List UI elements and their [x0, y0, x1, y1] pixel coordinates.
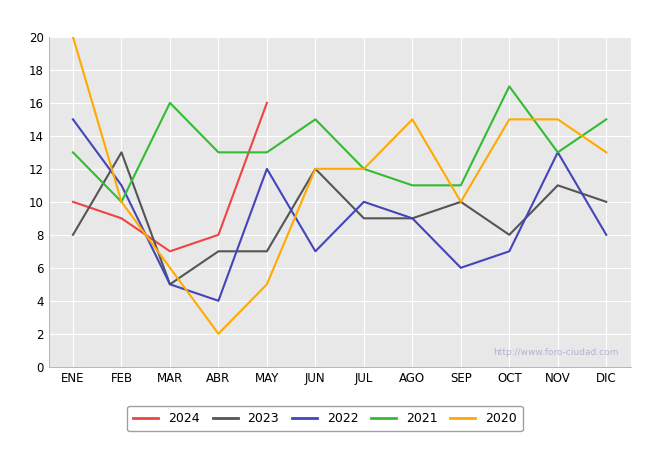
- Text: Matriculaciones de Vehiculos en Montoro: Matriculaciones de Vehiculos en Montoro: [155, 9, 495, 27]
- Legend: 2024, 2023, 2022, 2021, 2020: 2024, 2023, 2022, 2021, 2020: [127, 406, 523, 431]
- Text: http://www.foro-ciudad.com: http://www.foro-ciudad.com: [493, 348, 619, 357]
